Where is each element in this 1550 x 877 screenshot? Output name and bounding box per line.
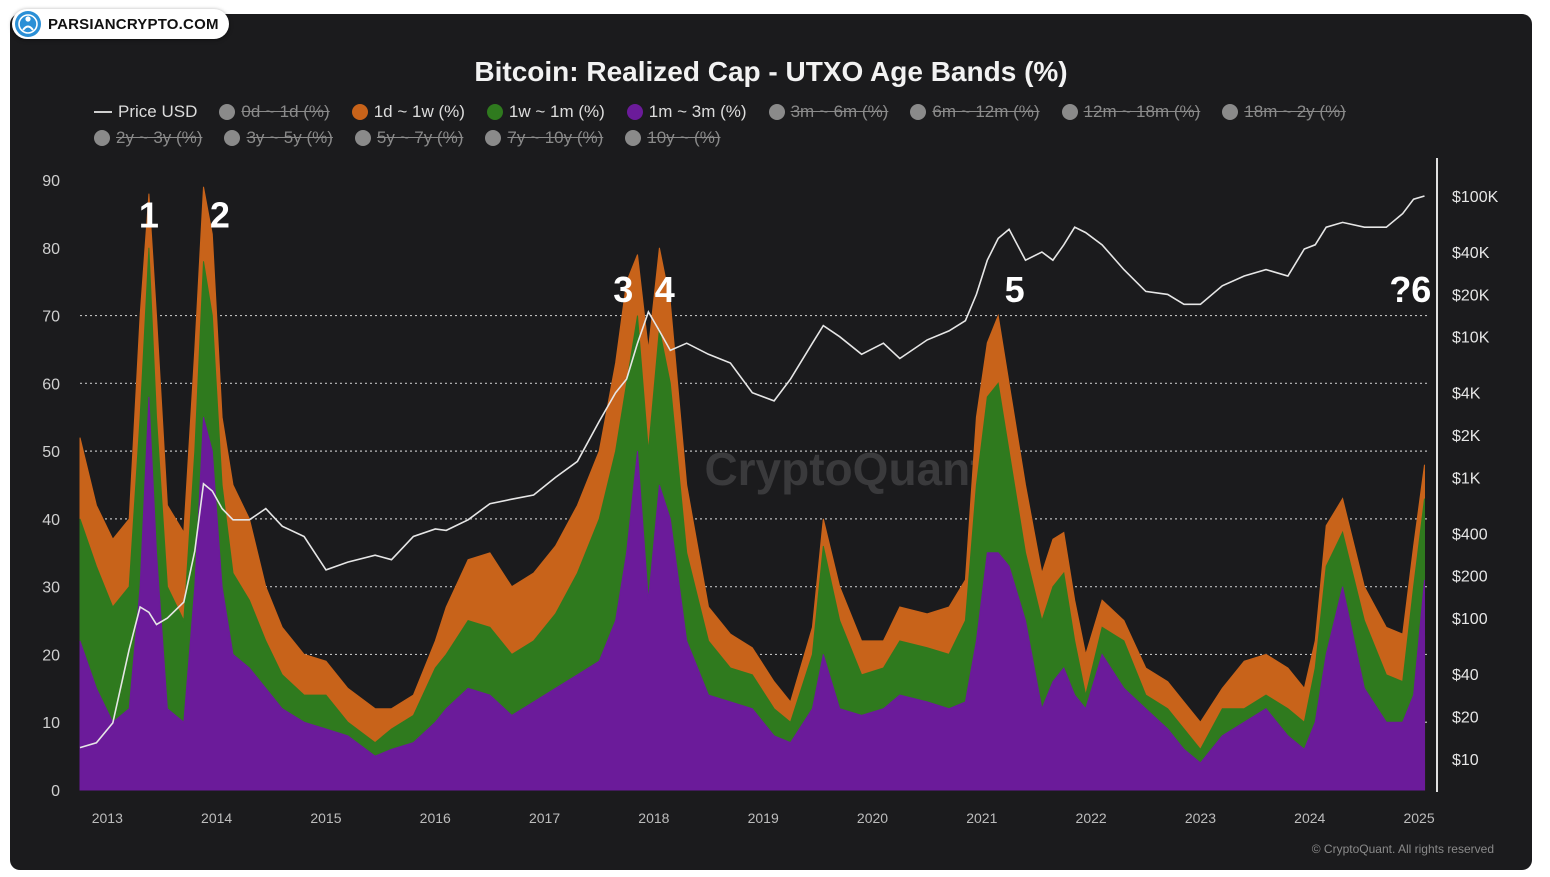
legend-dot-icon <box>626 104 643 120</box>
y-right-tick-label: $200 <box>1452 569 1488 586</box>
legend-dot-icon <box>224 130 241 146</box>
y-left-tick-label: 80 <box>42 241 60 258</box>
legend-row: 2y ~ 3y (%) 3y ~ 5y (%) 5y ~ 7y (%) 7y ~ 10… <box>94 125 1494 151</box>
legend-label: 5y ~ 7y (%) <box>376 128 464 147</box>
copyright-credit: © CryptoQuant. All rights reserved <box>1311 842 1494 856</box>
cycle-annotation: 1 <box>139 194 159 235</box>
legend-row: Price USD 0d ~ 1d (%) 1d ~ 1w (%) 1w ~ 1m (… <box>94 99 1494 125</box>
y-right-tick-label: $100 <box>1452 611 1488 628</box>
y-right-tick-label: $20K <box>1452 287 1490 304</box>
x-tick-label: 2021 <box>966 810 997 826</box>
legend-dot-icon <box>625 130 642 146</box>
legend-item[interactable]: 1w ~ 1m (%) <box>486 102 605 122</box>
legend-item[interactable]: 6m ~ 12m (%) <box>910 102 1040 122</box>
legend-label: 18m ~ 2y (%) <box>1244 102 1346 121</box>
y-right-tick-label: $4K <box>1452 386 1481 403</box>
y-left-tick-label: 10 <box>42 715 60 732</box>
legend-dot-icon <box>1222 104 1239 120</box>
legend-label: 10y ~ (%) <box>647 128 721 147</box>
legend-dot-icon <box>351 104 368 120</box>
cycle-annotation: 2 <box>210 194 230 235</box>
x-tick-label: 2022 <box>1076 810 1107 826</box>
cycle-annotation: 3 <box>613 269 633 310</box>
y-left-tick-label: 30 <box>42 580 60 597</box>
y-right-tick-label: $2K <box>1452 428 1481 445</box>
x-tick-label: 2014 <box>201 810 232 826</box>
legend-dot-icon <box>354 130 371 146</box>
site-logo-icon <box>15 11 41 37</box>
legend-label: 2y ~ 3y (%) <box>116 128 203 147</box>
x-tick-label: 2020 <box>857 810 888 826</box>
legend-label: 3m ~ 6m (%) <box>790 102 889 121</box>
x-tick-label: 2017 <box>529 810 560 826</box>
legend-label: 6m ~ 12m (%) <box>932 102 1040 121</box>
legend-item[interactable]: 1m ~ 3m (%) <box>626 102 747 122</box>
x-tick-label: 2024 <box>1294 810 1325 826</box>
legend-label: 1d ~ 1w (%) <box>373 102 465 121</box>
legend-item[interactable]: 7y ~ 10y (%) <box>485 128 603 148</box>
y-right-tick-label: $20 <box>1452 709 1479 726</box>
x-tick-label: 2015 <box>310 810 341 826</box>
y-right-tick-label: $400 <box>1452 526 1488 543</box>
y-left-tick-label: 90 <box>42 173 60 190</box>
legend-item[interactable]: 0d ~ 1d (%) <box>219 102 330 122</box>
legend-item[interactable]: 3y ~ 5y (%) <box>224 128 333 148</box>
site-badge[interactable]: PARSIANCRYPTO.COM <box>12 9 229 39</box>
y-left-tick-label: 20 <box>42 647 60 664</box>
x-tick-label: 2018 <box>638 810 669 826</box>
legend-item[interactable]: 5y ~ 7y (%) <box>354 128 464 148</box>
legend-item[interactable]: 3m ~ 6m (%) <box>768 102 889 122</box>
legend-label: 0d ~ 1d (%) <box>241 102 330 121</box>
y-right-tick-label: $40K <box>1452 245 1490 262</box>
legend-label: 1m ~ 3m (%) <box>648 102 747 121</box>
legend-label: Price USD <box>118 102 198 121</box>
legend-item[interactable]: 1d ~ 1w (%) <box>351 102 465 122</box>
x-tick-label: 2013 <box>92 810 123 826</box>
legend-line-icon <box>94 111 112 113</box>
legend-label: 12m ~ 18m (%) <box>1083 102 1201 121</box>
legend-label: 3y ~ 5y (%) <box>246 128 333 147</box>
y-right-tick-label: $100K <box>1452 189 1499 206</box>
legend-label: 1w ~ 1m (%) <box>508 102 605 121</box>
x-tick-label: 2025 <box>1403 810 1434 826</box>
area-series <box>79 396 1426 791</box>
x-tick-label: 2023 <box>1185 810 1216 826</box>
chart-title: Bitcoin: Realized Cap - UTXO Age Bands (… <box>474 56 1068 87</box>
y-left-tick-label: 50 <box>42 444 60 461</box>
x-tick-label: 2016 <box>420 810 451 826</box>
legend-item[interactable]: 12m ~ 18m (%) <box>1061 102 1201 122</box>
legend-dot-icon <box>1061 104 1078 120</box>
cycle-annotation: 4 <box>655 269 675 310</box>
legend-item[interactable]: Price USD <box>94 102 197 122</box>
legend-dot-icon <box>94 130 110 146</box>
x-tick-label: 2019 <box>748 810 779 826</box>
y-right-tick-label: $10K <box>1452 330 1490 347</box>
y-right-tick-label: $1K <box>1452 470 1481 487</box>
price-line <box>79 195 1425 749</box>
cycle-annotation: ?6 <box>1389 269 1431 310</box>
legend-dot-icon <box>219 104 236 120</box>
legend-item[interactable]: 18m ~ 2y (%) <box>1222 102 1346 122</box>
site-name: PARSIANCRYPTO.COM <box>48 15 219 33</box>
y-left-tick-label: 70 <box>42 309 60 326</box>
legend-item[interactable]: 2y ~ 3y (%) <box>94 128 202 148</box>
chart-legend: Price USD 0d ~ 1d (%) 1d ~ 1w (%) 1w ~ 1m (… <box>94 99 1494 151</box>
legend-dot-icon <box>485 130 502 146</box>
legend-dot-icon <box>486 104 503 120</box>
y-left-tick-label: 60 <box>42 376 60 393</box>
y-right-tick-label: $10 <box>1452 752 1479 769</box>
y-left-tick-label: 0 <box>51 783 60 800</box>
y-left-tick-label: 40 <box>42 512 60 529</box>
legend-dot-icon <box>768 104 785 120</box>
legend-dot-icon <box>910 104 927 120</box>
y-right-tick-label: $40 <box>1452 667 1479 684</box>
cycle-annotation: 5 <box>1005 269 1025 310</box>
legend-item[interactable]: 10y ~ (%) <box>625 128 721 148</box>
legend-label: 7y ~ 10y (%) <box>507 128 604 147</box>
